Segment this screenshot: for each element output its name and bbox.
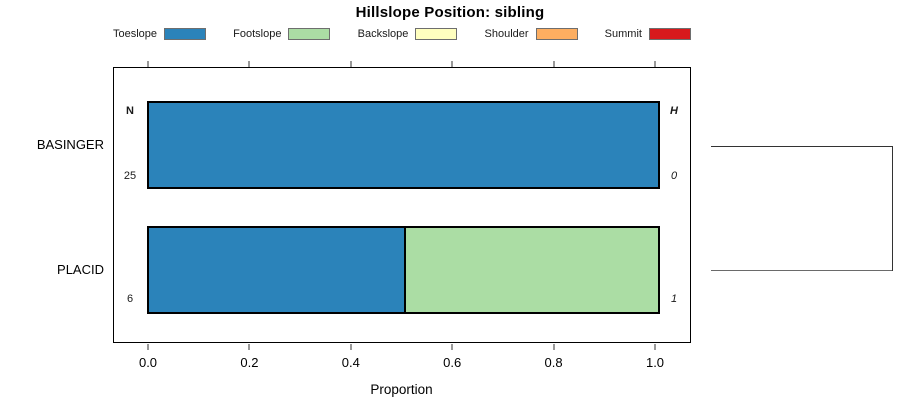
dendrogram-branch-placid: [711, 270, 893, 271]
axis-tick: [655, 344, 656, 350]
legend-swatch: [415, 28, 457, 40]
dendrogram-branch-basinger: [711, 146, 893, 147]
bar-placid: [147, 226, 660, 314]
chart-title: Hillslope Position: sibling: [0, 4, 900, 21]
n-value-basinger: 25: [116, 170, 144, 182]
bar-segment-toeslope: [149, 103, 658, 187]
n-value-placid: 6: [116, 293, 144, 305]
axis-tick: [350, 344, 351, 350]
dendrogram-join: [892, 146, 893, 271]
x-tick-label: 0.4: [342, 355, 360, 370]
axis-tick: [655, 61, 656, 67]
axis-tick: [452, 344, 453, 350]
axis-tick: [452, 61, 453, 67]
axis-tick: [553, 344, 554, 350]
legend-item-toeslope: Toeslope: [113, 28, 206, 40]
legend-item-shoulder: Shoulder: [485, 28, 578, 40]
legend-item-backslope: Backslope: [358, 28, 458, 40]
h-value-basinger: 0: [660, 170, 688, 182]
hillslope-position-chart: Hillslope Position: sibling Toeslope Foot…: [0, 0, 900, 420]
axis-tick: [249, 344, 250, 350]
legend-item-summit: Summit: [605, 28, 691, 40]
x-tick-label: 0.0: [139, 355, 157, 370]
bar-segment-toeslope: [149, 228, 404, 312]
category-label-basinger: BASINGER: [0, 137, 104, 152]
legend-swatch: [536, 28, 578, 40]
h-column-header: H: [660, 105, 688, 117]
x-tick-label: 0.8: [545, 355, 563, 370]
legend: Toeslope Footslope Backslope Shoulder Summit: [113, 26, 691, 42]
legend-item-footslope: Footslope: [233, 28, 330, 40]
bar-basinger: [147, 101, 660, 189]
n-column-header: N: [116, 105, 144, 117]
legend-label: Backslope: [358, 28, 409, 40]
legend-label: Summit: [605, 28, 642, 40]
legend-label: Toeslope: [113, 28, 157, 40]
axis-tick: [249, 61, 250, 67]
x-axis-tick-labels: 0.00.20.40.60.81.0: [148, 355, 655, 371]
axis-tick: [148, 344, 149, 350]
axis-tick: [350, 61, 351, 67]
x-tick-label: 1.0: [646, 355, 664, 370]
h-value-placid: 1: [660, 293, 688, 305]
legend-swatch: [649, 28, 691, 40]
axis-tick: [148, 61, 149, 67]
x-tick-label: 0.2: [240, 355, 258, 370]
axis-tick: [553, 61, 554, 67]
category-label-placid: PLACID: [0, 262, 104, 277]
legend-swatch: [164, 28, 206, 40]
legend-swatch: [288, 28, 330, 40]
legend-label: Footslope: [233, 28, 281, 40]
x-tick-label: 0.6: [443, 355, 461, 370]
legend-label: Shoulder: [485, 28, 529, 40]
bar-segment-footslope: [404, 228, 659, 312]
x-axis-label: Proportion: [148, 382, 655, 397]
